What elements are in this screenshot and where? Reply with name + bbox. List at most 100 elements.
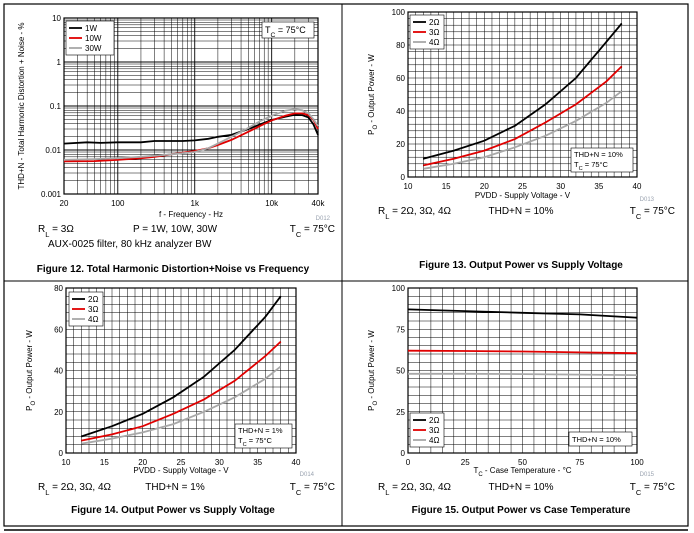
y-tick-label: 1 xyxy=(57,58,62,67)
y-tick-label: 20 xyxy=(396,140,405,149)
condition-temperature: TC = 75°C xyxy=(630,206,675,221)
x-tick-label: 20 xyxy=(480,182,489,191)
annotation-box xyxy=(261,21,315,39)
y-tick-label: 40 xyxy=(54,367,63,376)
series-line-3Ω xyxy=(423,65,623,167)
annotation: THD+N = 10% xyxy=(568,431,633,447)
annotation-box xyxy=(234,423,293,449)
x-tick-label: 40k xyxy=(312,199,326,208)
condition-main: THD+N = 10% xyxy=(488,482,553,493)
condition-load: RL = 2Ω, 3Ω, 4Ω xyxy=(38,482,112,497)
chart-3: 10 15 20 25 30 35 40 0 20 40 60 80 PVDD - Supply Vol… xyxy=(25,284,335,516)
legend-entry: 2Ω xyxy=(429,416,439,425)
x-tick-label: 40 xyxy=(292,458,301,467)
x-tick-label: 30 xyxy=(215,458,224,467)
condition-temperature: TC = 75°C xyxy=(630,482,675,497)
x-tick-label: 25 xyxy=(518,182,527,191)
chart-4: 0 25 50 75 100 0 25 50 75 100 TC - Case Temperatur… xyxy=(367,284,675,516)
condition-main: P = 1W, 10W, 30W xyxy=(133,224,218,235)
annotation-text: TC = 75°C xyxy=(265,25,306,39)
x-tick-label: 20 xyxy=(138,458,147,467)
annotation: THD+N = 1%TC = 75°C xyxy=(234,423,293,449)
annotation: TC = 75°C xyxy=(261,21,315,39)
x-axis-label: PVDD - Supply Voltage - V xyxy=(475,191,571,200)
figure-caption: Figure 13. Output Power vs Supply Voltag… xyxy=(419,260,623,271)
y-tick-label: 40 xyxy=(396,107,405,116)
condition-main: THD+N = 10% xyxy=(488,206,553,217)
chart-1: 20 100 1k 10k 40k 0.001 0.01 0.1 1 10 f - Frequenc… xyxy=(17,14,335,275)
series-line-30W xyxy=(63,108,319,161)
annotation-text: THD+N = 10% xyxy=(572,435,621,444)
x-axis-label: f - Frequency - Hz xyxy=(159,210,223,219)
legend-entry: 4Ω xyxy=(429,436,439,445)
y-tick-label: 25 xyxy=(396,408,405,417)
series-line-2Ω xyxy=(423,22,623,160)
condition-temperature: TC = 75°C xyxy=(290,224,335,239)
annotation-text: THD+N = 10% xyxy=(574,150,623,159)
legend-entry: 3Ω xyxy=(429,426,439,435)
legend-entry: 3Ω xyxy=(88,305,98,314)
annotation-text: TC = 75°C xyxy=(574,160,609,172)
legend-entry: 2Ω xyxy=(88,295,98,304)
x-tick-label: 100 xyxy=(111,199,125,208)
y-axis-label: PO - Output Power - W xyxy=(25,330,37,411)
series-line-10W xyxy=(63,112,319,163)
annotation-box xyxy=(568,431,633,447)
condition-load: RL = 2Ω, 3Ω, 4Ω xyxy=(378,482,452,497)
condition-load: RL = 3Ω xyxy=(38,224,74,239)
x-tick-label: 0 xyxy=(406,458,411,467)
y-tick-label: 20 xyxy=(54,408,63,417)
y-tick-label: 0 xyxy=(59,449,64,458)
plot-frame xyxy=(407,287,638,454)
series-line-1W xyxy=(63,113,319,145)
plot-frame xyxy=(63,17,319,195)
y-tick-label: 10 xyxy=(52,14,61,23)
figure-caption: Figure 15. Output Power vs Case Temperat… xyxy=(412,505,631,516)
legend-entry: 30W xyxy=(85,44,102,53)
plot-frame xyxy=(65,287,297,454)
series-line-4Ω xyxy=(408,372,638,376)
series-line-4Ω xyxy=(81,365,282,445)
x-tick-label: 20 xyxy=(60,199,69,208)
x-tick-label: 25 xyxy=(461,458,470,467)
y-tick-label: 80 xyxy=(396,41,405,50)
y-tick-label: 0.1 xyxy=(50,102,62,111)
x-tick-label: 100 xyxy=(630,458,644,467)
condition-temperature: TC = 75°C xyxy=(290,482,335,497)
series-line-3Ω xyxy=(407,349,638,355)
annotation-text: TC = 75°C xyxy=(238,436,273,448)
legend-entry: 4Ω xyxy=(429,38,439,47)
annotation-text: THD+N = 1% xyxy=(238,426,283,435)
y-axis-label: THD+N - Total Harmonic Distortion + Nois… xyxy=(17,22,26,189)
legend-entry: 1W xyxy=(85,24,97,33)
chart-2: 10 15 20 25 30 35 40 0 20 40 60 80 100 PVDD - Supply … xyxy=(367,8,675,271)
x-tick-label: 35 xyxy=(253,458,262,467)
figure-caption: Figure 14. Output Power vs Supply Voltag… xyxy=(71,505,275,516)
condition-main: THD+N = 1% xyxy=(145,482,205,493)
y-tick-label: 80 xyxy=(54,284,63,293)
x-tick-label: 40 xyxy=(633,182,642,191)
x-tick-label: 30 xyxy=(556,182,565,191)
y-tick-label: 75 xyxy=(396,325,405,334)
y-tick-label: 0.001 xyxy=(41,190,62,199)
plot-frame xyxy=(407,11,638,178)
condition-filter: AUX-0025 filter, 80 kHz analyzer BW xyxy=(48,239,212,250)
annotation-box xyxy=(570,147,634,173)
y-axis-label: PO - Output Power - W xyxy=(367,54,379,135)
legend-entry: 3Ω xyxy=(429,28,439,37)
x-tick-label: 75 xyxy=(575,458,584,467)
series-line-4Ω xyxy=(423,90,623,170)
page-border xyxy=(3,3,689,527)
y-tick-label: 100 xyxy=(392,284,406,293)
x-axis-label: PVDD - Supply Voltage - V xyxy=(133,466,229,475)
y-axis-label: PO - Output Power - W xyxy=(367,330,379,411)
figure-code: D015 xyxy=(640,472,655,478)
series-line-2Ω xyxy=(407,308,638,319)
y-tick-label: 60 xyxy=(396,74,405,83)
x-tick-label: 50 xyxy=(518,458,527,467)
x-tick-label: 10 xyxy=(62,458,71,467)
x-tick-label: 15 xyxy=(442,182,451,191)
